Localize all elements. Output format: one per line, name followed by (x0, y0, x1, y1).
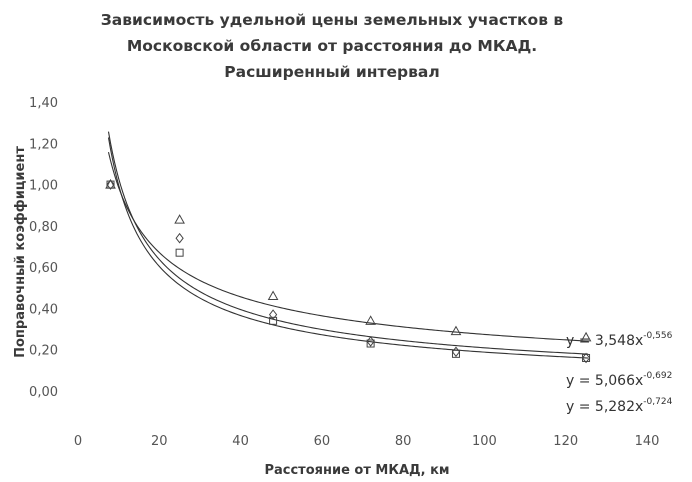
chart-title-line-3: Расширенный интервал (224, 63, 439, 81)
y-tick-label: 1,40 (29, 96, 58, 111)
x-tick-label: 20 (151, 434, 168, 449)
data-point-triangle (174, 214, 185, 224)
trendline-series-1 (107, 151, 589, 342)
trendline-series-2 (107, 131, 589, 355)
trendlines (107, 131, 589, 359)
y-tick-label: 0,00 (29, 385, 58, 400)
data-point-triangle (365, 315, 376, 325)
x-tick-label: 0 (74, 434, 82, 449)
x-tick-label: 60 (314, 434, 331, 449)
trendline-series-3 (107, 137, 589, 359)
x-tick-label: 100 (472, 434, 497, 449)
data-point-square (269, 316, 278, 325)
data-point-triangle (580, 331, 592, 342)
data-point-diamond (268, 309, 278, 320)
chart-title-line-2: Московской области от расстояния до МКАД… (127, 37, 537, 55)
y-tick-label: 0,80 (29, 220, 58, 235)
data-point-diamond (106, 179, 115, 190)
data-point-square (582, 353, 591, 362)
equation-series-2: y = 5,066x-0,692 (566, 371, 672, 389)
data-point-square (175, 248, 184, 257)
y-axis-ticks: 0,00 0,20 0,40 0,60 0,80 1,00 1,20 1,40 (29, 96, 58, 400)
data-point-diamond (581, 352, 591, 364)
y-tick-label: 0,20 (29, 344, 58, 359)
x-axis-title: Расстояние от МКАД, км (264, 463, 449, 478)
y-tick-label: 1,00 (29, 179, 58, 194)
x-tick-label: 40 (232, 434, 249, 449)
equation-series-3: y = 5,282x-0,724 (566, 397, 673, 415)
data-point-diamond (175, 232, 184, 244)
trendline-equations: y = 3,548x-0,556 y = 5,066x-0,692 y = 5,… (566, 331, 673, 415)
y-axis-title: Поправочный коэффициент (13, 146, 28, 358)
chart-title-line-1: Зависимость удельной цены земельных учас… (101, 11, 564, 29)
equation-series-1: y = 3,548x-0,556 (566, 331, 673, 349)
y-tick-label: 0,40 (29, 302, 58, 317)
data-point-triangle (450, 325, 462, 336)
x-axis-ticks: 0 20 40 60 80 100 120 140 (74, 434, 660, 449)
data-points (105, 179, 592, 364)
data-point-square (106, 180, 115, 189)
x-tick-label: 80 (395, 434, 412, 449)
data-point-square (451, 349, 460, 358)
data-point-diamond (451, 346, 461, 358)
chart-title: Зависимость удельной цены земельных учас… (101, 11, 564, 81)
data-point-triangle (267, 290, 279, 301)
x-tick-label: 120 (553, 434, 578, 449)
x-tick-label: 140 (635, 434, 660, 449)
data-point-square (366, 339, 375, 348)
y-tick-label: 0,60 (29, 261, 58, 276)
y-tick-label: 1,20 (29, 137, 58, 152)
